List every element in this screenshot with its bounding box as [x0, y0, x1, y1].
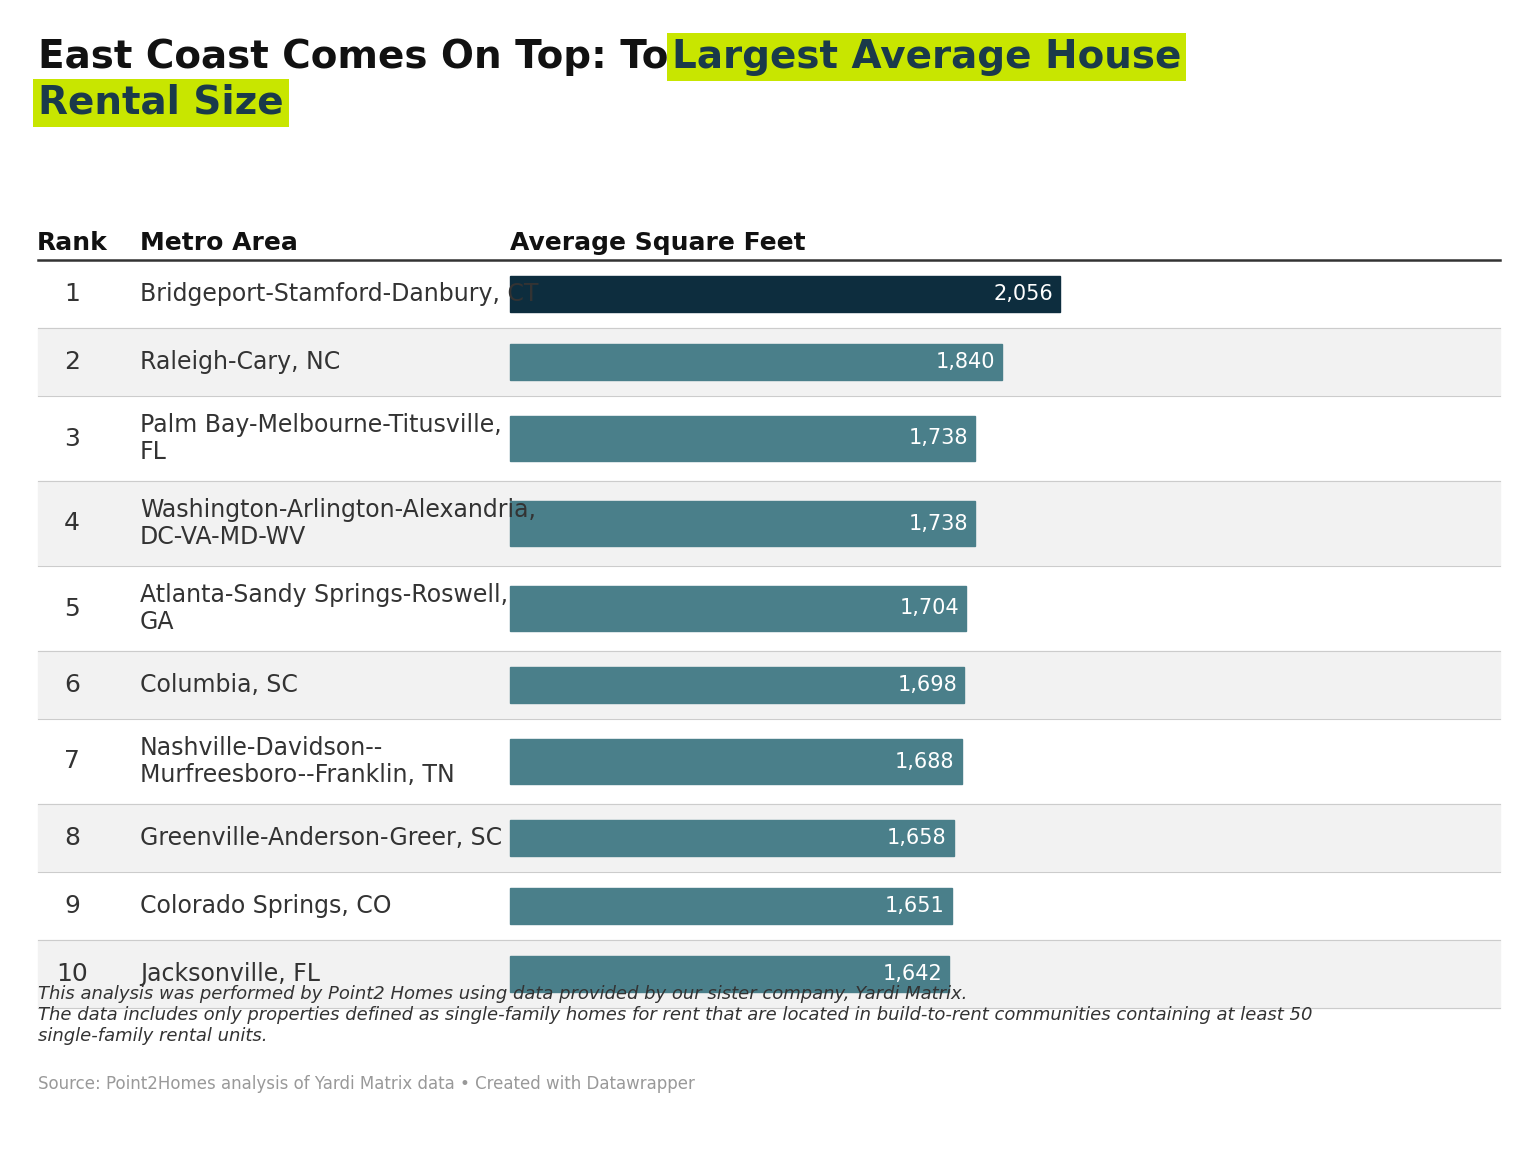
- Text: 1,688: 1,688: [895, 752, 955, 771]
- Text: Greenville-Anderson-Greer, SC: Greenville-Anderson-Greer, SC: [140, 826, 502, 850]
- Bar: [38, 396, 1500, 481]
- Bar: [510, 587, 966, 631]
- Text: 1,738: 1,738: [909, 428, 969, 449]
- Text: 1: 1: [65, 282, 80, 306]
- Text: Nashville-Davidson--
Murfreesboro--Franklin, TN: Nashville-Davidson-- Murfreesboro--Frank…: [140, 735, 454, 788]
- Bar: [510, 501, 975, 545]
- Text: Rental Size: Rental Size: [38, 84, 283, 122]
- Text: Columbia, SC: Columbia, SC: [140, 673, 297, 697]
- Text: Rank: Rank: [37, 231, 108, 255]
- Text: Raleigh-Cary, NC: Raleigh-Cary, NC: [140, 350, 340, 374]
- Text: Bridgeport-Stamford-Danbury, CT: Bridgeport-Stamford-Danbury, CT: [140, 282, 539, 306]
- Bar: [510, 667, 964, 703]
- Bar: [510, 416, 975, 461]
- Text: East Coast Comes On Top: Top 10 Metros with the: East Coast Comes On Top: Top 10 Metros w…: [38, 38, 1138, 77]
- Text: 1,698: 1,698: [898, 675, 958, 695]
- Bar: [38, 872, 1500, 940]
- Text: 7: 7: [65, 749, 80, 774]
- Text: Largest Average House: Largest Average House: [671, 38, 1181, 77]
- Text: Jacksonville, FL: Jacksonville, FL: [140, 962, 320, 986]
- Text: Palm Bay-Melbourne-Titusville,
FL: Palm Bay-Melbourne-Titusville, FL: [140, 413, 502, 464]
- Text: 1,704: 1,704: [899, 599, 959, 618]
- Bar: [38, 940, 1500, 1008]
- Bar: [510, 956, 949, 992]
- Bar: [38, 651, 1500, 719]
- Text: 4: 4: [65, 512, 80, 536]
- Bar: [38, 481, 1500, 566]
- Text: Washington-Arlington-Alexandria,
DC-VA-MD-WV: Washington-Arlington-Alexandria, DC-VA-M…: [140, 498, 536, 550]
- Bar: [510, 820, 953, 856]
- Text: Atlanta-Sandy Springs-Roswell,
GA: Atlanta-Sandy Springs-Roswell, GA: [140, 582, 508, 635]
- Text: 1,840: 1,840: [936, 351, 995, 372]
- Bar: [38, 719, 1500, 804]
- Text: 8: 8: [65, 826, 80, 850]
- Bar: [510, 739, 961, 784]
- Bar: [38, 566, 1500, 651]
- Bar: [510, 276, 1060, 312]
- Text: 1,738: 1,738: [909, 514, 969, 534]
- Bar: [510, 345, 1003, 379]
- Text: 6: 6: [65, 673, 80, 697]
- Text: 10: 10: [55, 962, 88, 986]
- Text: Source: Point2Homes analysis of Yardi Matrix data • Created with Datawrapper: Source: Point2Homes analysis of Yardi Ma…: [38, 1075, 695, 1093]
- Text: 2: 2: [65, 350, 80, 374]
- Text: 1,658: 1,658: [887, 828, 947, 848]
- Bar: [38, 804, 1500, 872]
- Text: 3: 3: [65, 427, 80, 450]
- Text: Colorado Springs, CO: Colorado Springs, CO: [140, 894, 391, 918]
- Text: This analysis was performed by Point2 Homes using data provided by our sister co: This analysis was performed by Point2 Ho…: [38, 985, 1312, 1045]
- Text: Metro Area: Metro Area: [140, 231, 297, 255]
- Bar: [38, 260, 1500, 328]
- Text: Average Square Feet: Average Square Feet: [510, 231, 805, 255]
- Text: 5: 5: [65, 596, 80, 621]
- Text: 1,651: 1,651: [885, 896, 944, 916]
- Text: 1,642: 1,642: [882, 964, 942, 984]
- Bar: [510, 889, 952, 923]
- Bar: [38, 328, 1500, 396]
- Text: 9: 9: [65, 894, 80, 918]
- Text: 2,056: 2,056: [993, 284, 1053, 304]
